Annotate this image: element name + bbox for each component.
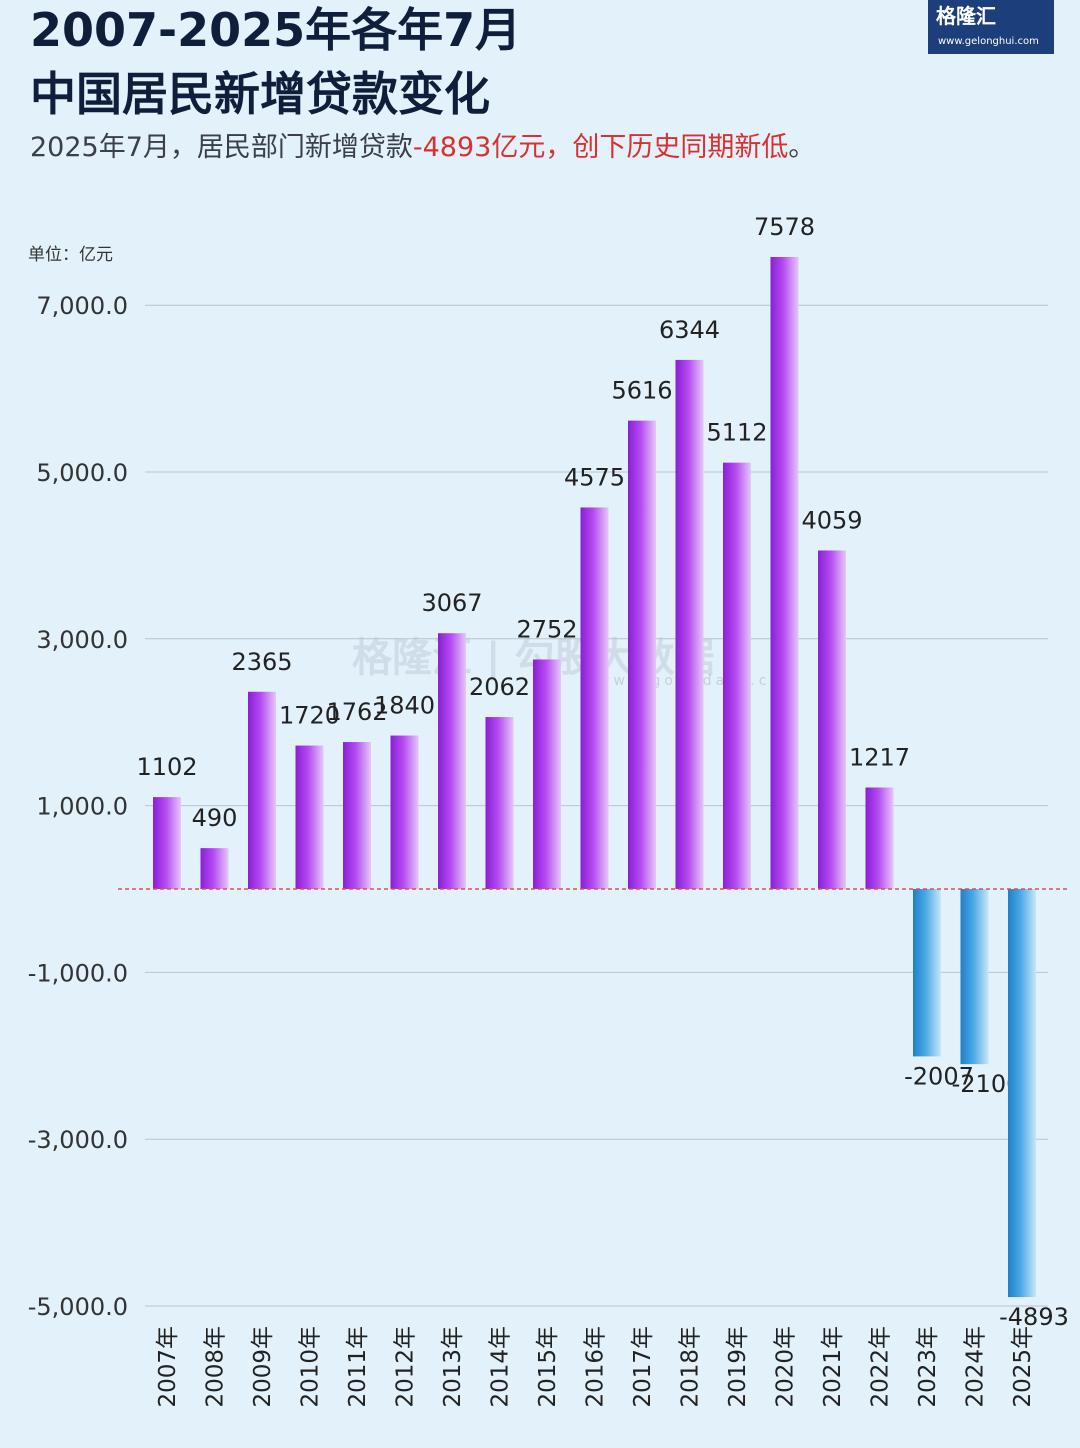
x-category-label: 2022年 [868, 1326, 894, 1408]
y-tick-label: 3,000.0 [36, 626, 128, 654]
chart-title-line1: 2007-2025年各年7月 [30, 3, 522, 57]
data-label: 1217 [849, 744, 910, 772]
bar [343, 742, 371, 889]
x-category-label: 2013年 [440, 1326, 466, 1408]
unit-label: 单位：亿元 [28, 245, 113, 265]
bar [390, 735, 419, 889]
y-tick-label: -5,000.0 [28, 1293, 128, 1321]
bar [153, 797, 181, 889]
bar [675, 359, 704, 889]
chart-subtitle: 2025年7月，居民部门新增贷款-4893亿元，创下历史同期新低。 [30, 128, 815, 168]
bar [533, 659, 561, 889]
bar [628, 420, 656, 889]
x-category-label: 2015年 [535, 1326, 561, 1408]
y-tick-label: 1,000.0 [36, 793, 128, 821]
x-category-label: 2010年 [298, 1326, 324, 1408]
bar [1008, 889, 1036, 1298]
bar [770, 256, 799, 889]
data-label: -4893 [999, 1303, 1069, 1331]
data-label: 1840 [374, 692, 435, 720]
y-tick-label: 7,000.0 [36, 292, 128, 320]
subtitle-highlight: -4893亿元，创下历史同期新低 [412, 132, 789, 163]
logo-url: www.gelonghui.com [938, 36, 1039, 47]
bar [818, 550, 846, 889]
data-label: 4059 [801, 506, 862, 534]
bar [438, 633, 466, 889]
bar [580, 507, 609, 889]
x-category-label: 2020年 [773, 1326, 799, 1408]
x-category-label: 2012年 [393, 1326, 419, 1408]
bar [723, 462, 751, 889]
bar [960, 889, 989, 1065]
y-tick-label: -1,000.0 [28, 959, 128, 987]
chart-title-line2: 中国居民新增贷款变化 [30, 67, 490, 121]
x-category-label: 2008年 [203, 1326, 229, 1408]
x-category-label: 2011年 [345, 1326, 371, 1408]
bar [865, 787, 894, 889]
bar [200, 848, 229, 889]
logo-brand: 格隆汇 [936, 4, 996, 28]
gelonghui-logo: 格隆汇 www.gelonghui.com [928, 0, 1054, 54]
data-label: 490 [192, 804, 238, 832]
x-category-label: 2014年 [488, 1326, 514, 1408]
x-category-label: 2009年 [250, 1326, 276, 1408]
data-label: 4575 [564, 463, 625, 491]
data-label: 3067 [421, 589, 482, 617]
data-label: 2752 [516, 615, 577, 643]
subtitle-text: 2025年7月，居民部门新增贷款 [30, 132, 413, 163]
x-category-label: 2018年 [678, 1326, 704, 1408]
bar [913, 889, 941, 1057]
data-label: 5616 [611, 377, 672, 405]
bar [248, 691, 276, 889]
x-category-label: 2021年 [820, 1326, 846, 1408]
bar [295, 745, 324, 889]
y-tick-label: 5,000.0 [36, 459, 128, 487]
data-label: 7578 [754, 213, 815, 241]
data-label: 2062 [469, 673, 530, 701]
bar [485, 717, 514, 889]
x-category-label: 2019年 [725, 1326, 751, 1408]
y-tick-label: -3,000.0 [28, 1126, 128, 1154]
x-category-label: 2017年 [630, 1326, 656, 1408]
data-label: 1720 [279, 702, 340, 730]
data-label: 6344 [659, 316, 720, 344]
data-label: -2007 [904, 1062, 974, 1090]
data-label: 1762 [326, 698, 387, 726]
data-label: 2365 [231, 648, 292, 676]
data-label: 1102 [136, 753, 197, 781]
x-category-label: 2025年 [1010, 1326, 1036, 1408]
subtitle-suffix: 。 [788, 132, 816, 163]
x-category-label: 2023年 [915, 1326, 941, 1408]
x-category-label: 2024年 [963, 1326, 989, 1408]
x-category-label: 2016年 [583, 1326, 609, 1408]
data-label: 5112 [706, 419, 767, 447]
x-category-label: 2007年 [155, 1326, 181, 1408]
